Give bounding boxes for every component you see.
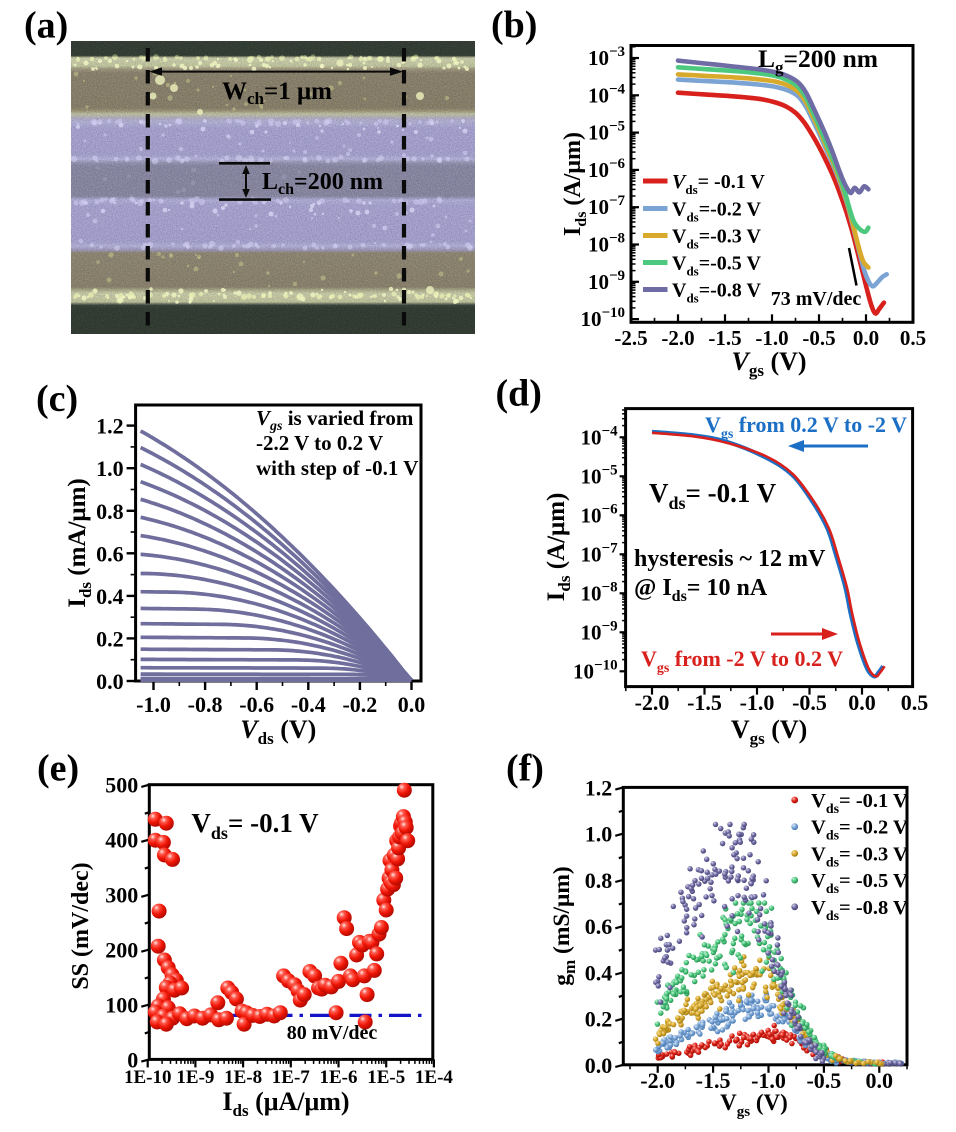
svg-text:Wch=1 μm: Wch=1 μm (222, 78, 332, 108)
svg-text:1.0: 1.0 (96, 456, 124, 481)
svg-text:73 mV/dec: 73 mV/dec (771, 288, 862, 310)
svg-text:(a): (a) (24, 5, 68, 47)
svg-text:(d): (d) (496, 373, 542, 415)
svg-text:1E-9: 1E-9 (176, 1067, 214, 1088)
svg-text:10−5: 10−5 (581, 462, 618, 488)
svg-text:1E-6: 1E-6 (320, 1067, 358, 1088)
svg-text:-1.0: -1.0 (740, 690, 775, 715)
svg-text:Vgs is varied from: Vgs is varied from (256, 406, 414, 434)
svg-text:1E-4: 1E-4 (415, 1067, 454, 1088)
svg-text:10−6: 10−6 (581, 501, 619, 527)
svg-text:0.2: 0.2 (585, 1007, 613, 1032)
svg-text:0.8: 0.8 (96, 499, 124, 524)
svg-text:@ Ids= 10 nA: @ Ids= 10 nA (634, 575, 768, 605)
svg-text:0.2: 0.2 (96, 626, 124, 651)
svg-text:0.5: 0.5 (901, 690, 929, 715)
svg-text:hysteresis ~ 12 mV: hysteresis ~ 12 mV (634, 546, 826, 572)
svg-text:0.4: 0.4 (96, 584, 124, 609)
svg-text:-0.5: -0.5 (806, 1068, 841, 1093)
svg-text:-0.8: -0.8 (188, 692, 223, 717)
svg-text:(f): (f) (506, 748, 544, 790)
svg-text:-2.5: -2.5 (614, 326, 647, 350)
svg-text:Vgs (V): Vgs (V) (731, 347, 806, 380)
svg-text:0.6: 0.6 (585, 914, 613, 939)
svg-text:-0.2: -0.2 (342, 692, 377, 717)
svg-text:-1.5: -1.5 (708, 326, 741, 350)
svg-text:1E-5: 1E-5 (367, 1067, 405, 1088)
svg-text:-2.0: -2.0 (635, 690, 670, 715)
svg-text:Vds= -0.1 V: Vds= -0.1 V (191, 808, 319, 843)
svg-text:0: 0 (127, 1047, 138, 1072)
svg-text:(b): (b) (491, 4, 537, 46)
svg-text:0.8: 0.8 (585, 868, 613, 893)
svg-text:(e): (e) (37, 748, 79, 790)
svg-text:1.0: 1.0 (585, 822, 613, 847)
svg-text:0.0: 0.0 (853, 326, 879, 350)
svg-text:-0.5: -0.5 (792, 690, 827, 715)
svg-text:Ids (μA/μm): Ids (μA/μm) (222, 1087, 349, 1120)
svg-text:-2.0: -2.0 (661, 326, 694, 350)
svg-text:-2.0: -2.0 (640, 1068, 675, 1093)
svg-text:0.0: 0.0 (398, 692, 426, 717)
svg-text:-2.2 V to 0.2 V: -2.2 V to 0.2 V (256, 431, 383, 455)
svg-text:-1.0: -1.0 (755, 326, 788, 350)
svg-text:0.0: 0.0 (585, 1053, 613, 1078)
svg-text:-1.5: -1.5 (687, 690, 722, 715)
svg-text:-0.5: -0.5 (802, 326, 835, 350)
svg-text:SS (mV/dec): SS (mV/dec) (68, 862, 94, 989)
svg-text:10−8: 10−8 (581, 579, 618, 605)
svg-text:10−4: 10−4 (581, 423, 619, 449)
svg-text:Ids (mA/μm): Ids (mA/μm) (64, 478, 95, 608)
svg-text:500: 500 (105, 773, 138, 798)
svg-text:1.2: 1.2 (585, 775, 613, 800)
svg-text:-1.5: -1.5 (696, 1068, 731, 1093)
svg-text:0.0: 0.0 (866, 1068, 894, 1093)
svg-text:0.6: 0.6 (96, 541, 124, 566)
svg-text:100: 100 (105, 993, 138, 1018)
svg-text:1E-8: 1E-8 (224, 1067, 262, 1088)
svg-text:0.0: 0.0 (96, 669, 124, 694)
svg-text:gm (mS/μm): gm (mS/μm) (549, 866, 579, 986)
svg-text:-1.0: -1.0 (751, 1068, 786, 1093)
svg-text:10−6: 10−6 (588, 156, 626, 182)
svg-text:-0.4: -0.4 (291, 692, 326, 717)
svg-text:Vds=-0.5 V: Vds=-0.5 V (672, 253, 761, 279)
svg-text:-1.0: -1.0 (136, 692, 171, 717)
svg-text:80 mV/dec: 80 mV/dec (287, 1022, 378, 1044)
svg-text:with step of -0.1 V: with step of -0.1 V (256, 456, 418, 480)
svg-text:Vds= -0.1 V: Vds= -0.1 V (672, 171, 765, 197)
svg-text:1E-10: 1E-10 (124, 1067, 172, 1088)
svg-text:Vgs (V): Vgs (V) (731, 715, 808, 748)
svg-text:400: 400 (105, 828, 138, 853)
svg-text:-0.6: -0.6 (239, 692, 274, 717)
svg-text:0.5: 0.5 (900, 326, 926, 350)
svg-text:200: 200 (105, 938, 138, 963)
svg-text:10−9: 10−9 (581, 618, 618, 644)
svg-text:300: 300 (105, 883, 138, 908)
svg-text:1.2: 1.2 (96, 414, 124, 439)
svg-text:Vds= -0.1 V: Vds= -0.1 V (649, 478, 777, 513)
svg-text:0.4: 0.4 (585, 960, 613, 985)
svg-text:0.0: 0.0 (848, 690, 876, 715)
svg-text:Vds (V): Vds (V) (240, 715, 316, 748)
svg-text:Vds=-0.3 V: Vds=-0.3 V (672, 226, 761, 252)
svg-text:1E-7: 1E-7 (272, 1067, 311, 1088)
svg-text:(c): (c) (36, 378, 78, 420)
